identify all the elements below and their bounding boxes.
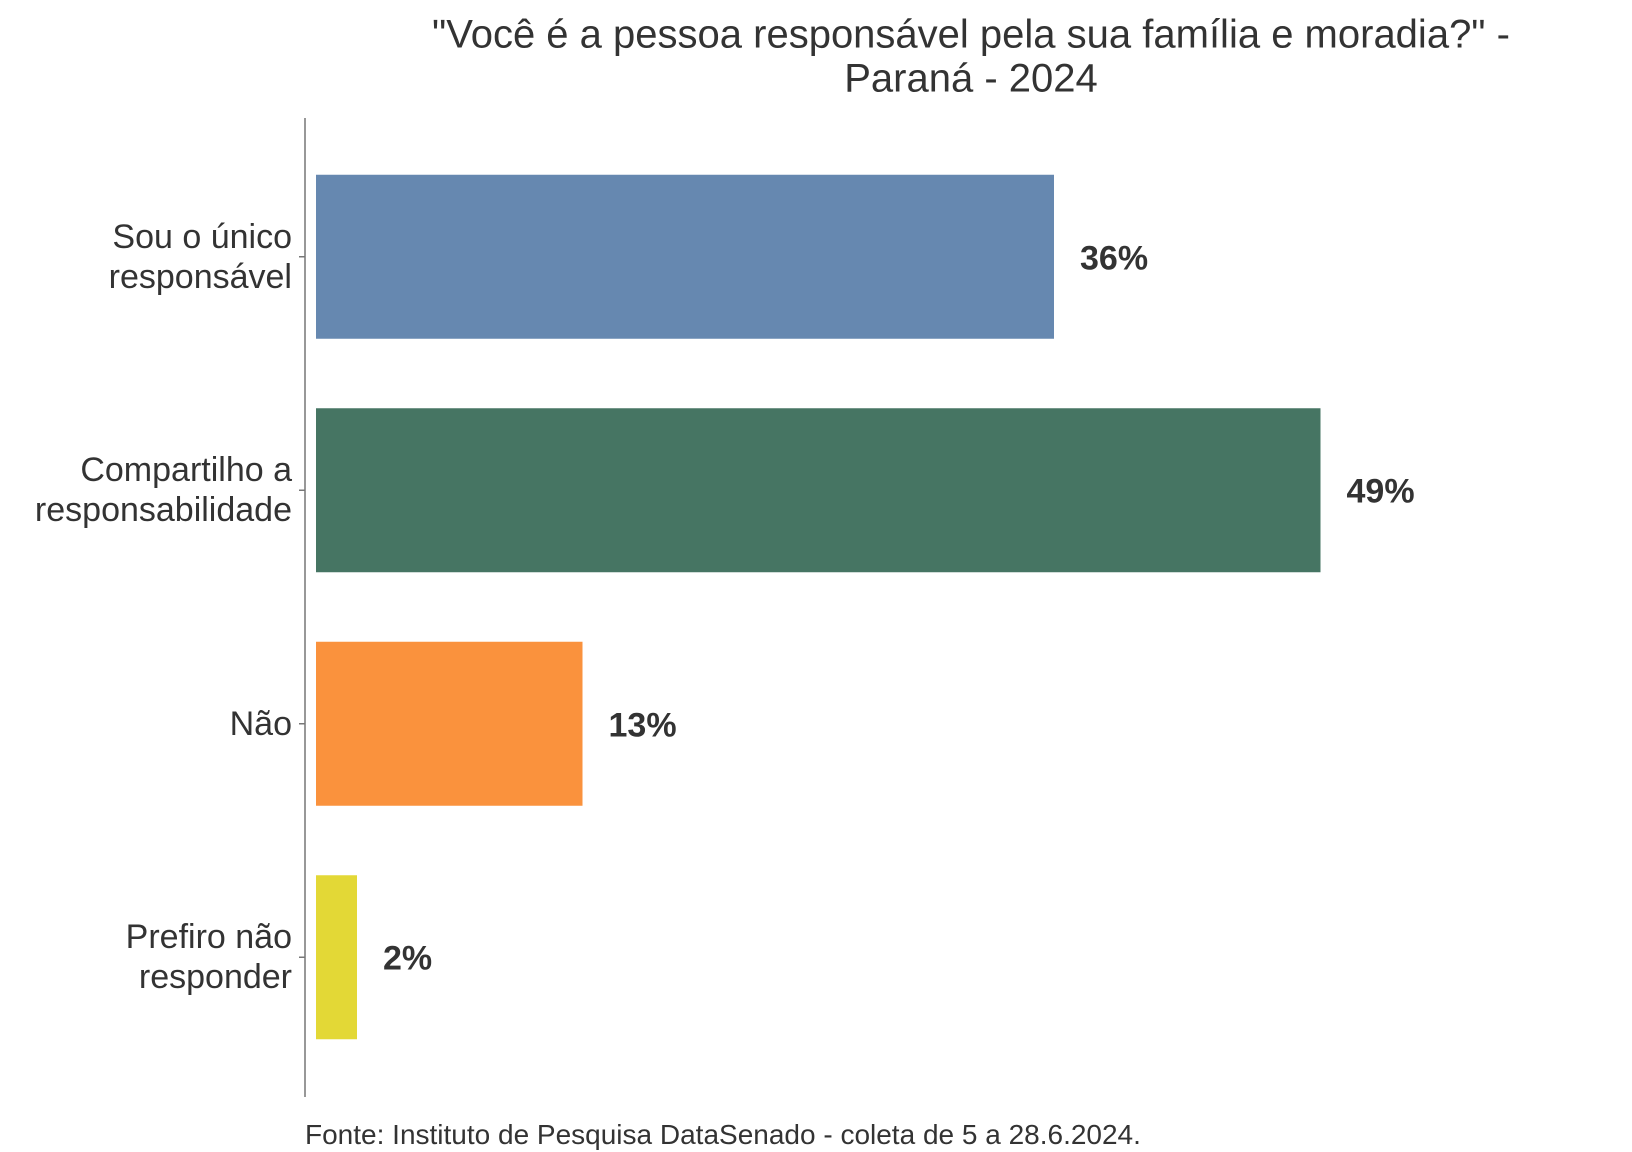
y-tick-label: Não — [229, 704, 292, 743]
y-tick-label: Compartilho a responsabilidade — [34, 451, 292, 530]
y-tick-label: Prefiro não responder — [125, 918, 292, 997]
chart-title: "Você é a pessoa responsável pela sua fa… — [432, 12, 1510, 57]
bar — [316, 641, 583, 806]
y-tick-label: Sou o único responsável — [108, 217, 292, 296]
value-label: 2% — [383, 939, 433, 978]
source-note: Fonte: Instituto de Pesquisa DataSenado … — [305, 1119, 1141, 1150]
bar — [316, 875, 357, 1040]
value-label: 13% — [608, 706, 677, 745]
bar — [316, 408, 1321, 573]
bar — [316, 174, 1054, 339]
value-label: 36% — [1080, 239, 1149, 278]
chart-title: Paraná - 2024 — [844, 56, 1098, 101]
value-label: 49% — [1346, 472, 1415, 511]
